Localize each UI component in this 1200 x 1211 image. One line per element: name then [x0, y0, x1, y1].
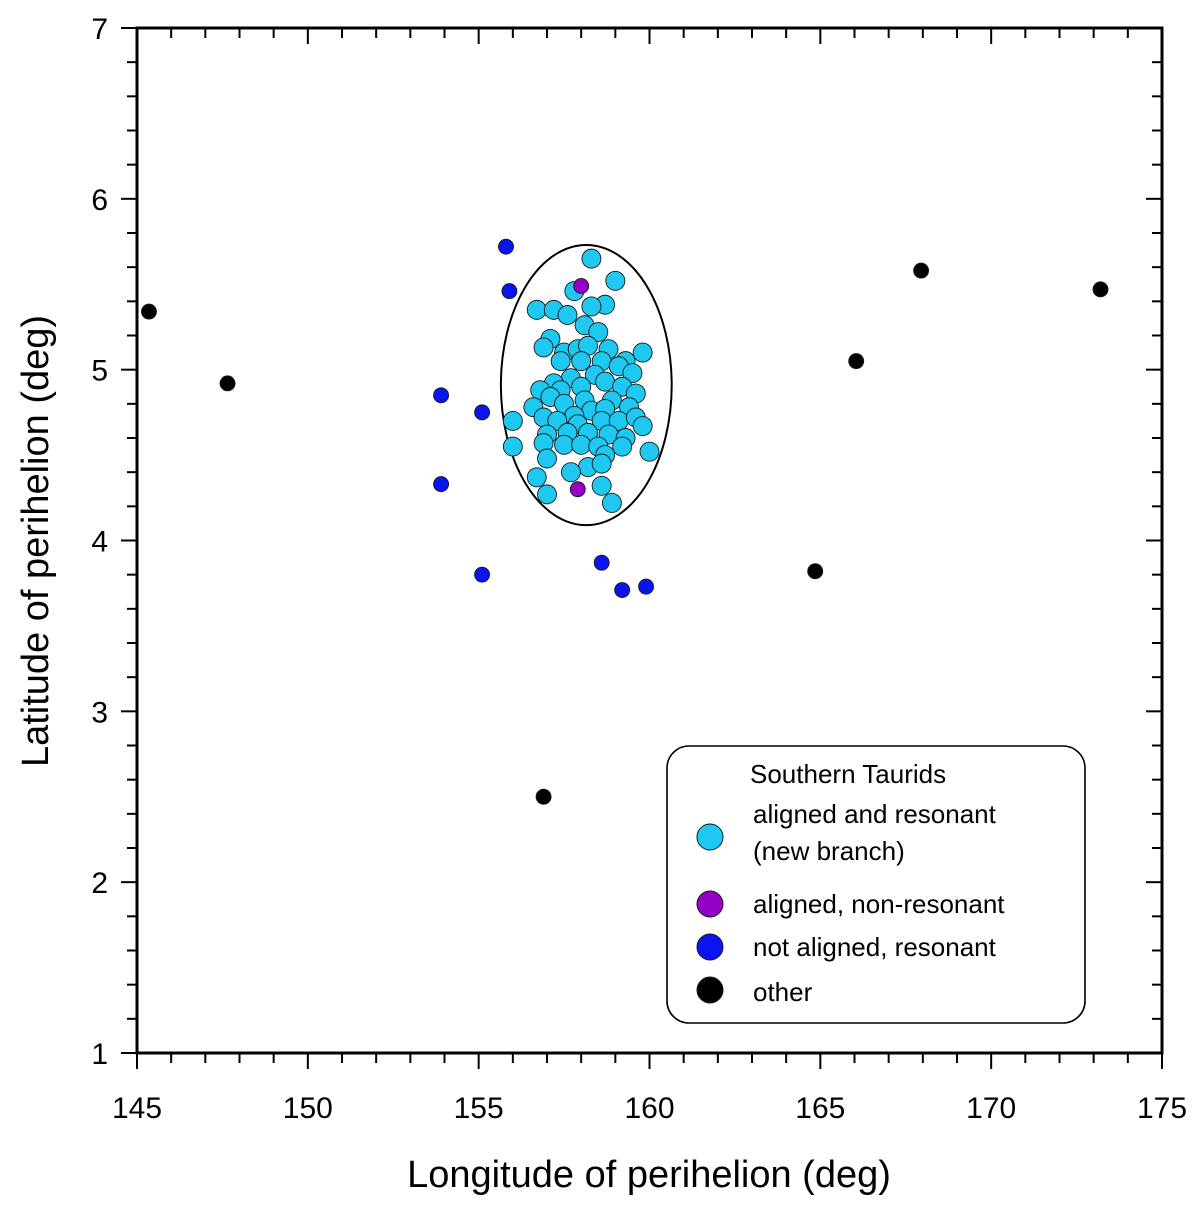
y-tick-label: 4	[91, 526, 108, 559]
cluster-ellipse	[499, 243, 673, 527]
x-tick-label: 155	[454, 1092, 504, 1125]
y-tick-label: 3	[91, 696, 108, 729]
legend-title: Southern Taurids	[750, 759, 946, 789]
x-tick-label: 170	[966, 1092, 1016, 1125]
data-point-series-0	[632, 416, 653, 436]
legend-label-series-0: aligned and resonant	[753, 799, 997, 829]
data-point-series-0	[632, 342, 653, 363]
data-point-series-0	[526, 467, 547, 488]
legend-label-series-2: not aligned, resonant	[753, 932, 997, 962]
data-point-series-2	[593, 554, 610, 571]
data-point-series-2	[614, 582, 631, 598]
data-point-series-0	[560, 462, 581, 483]
data-point-series-3	[535, 788, 552, 805]
data-point-series-0	[533, 337, 554, 358]
y-tick-label: 5	[91, 355, 108, 388]
data-point-series-3	[141, 303, 157, 320]
data-point-series-3	[848, 353, 865, 370]
data-point-series-0	[537, 448, 557, 469]
legend-marker-series-3	[696, 976, 724, 1004]
data-point-series-0	[537, 484, 557, 505]
data-point-series-0	[550, 351, 571, 372]
data-point-series-0	[502, 436, 523, 457]
data-point-series-2	[498, 238, 514, 255]
data-point-series-0	[581, 248, 602, 269]
data-point-series-0	[601, 492, 622, 513]
data-point-series-0	[605, 270, 626, 291]
x-tick-label: 165	[795, 1092, 845, 1125]
legend-label-series-0: (new branch)	[753, 836, 905, 866]
legend-marker-series-0	[696, 823, 724, 851]
data-point-series-0	[595, 371, 616, 392]
data-point-series-0	[591, 453, 612, 474]
data-point-series-2	[433, 387, 450, 404]
y-tick-label: 7	[91, 13, 108, 46]
legend-label-series-3: other	[753, 977, 813, 1007]
data-point-series-2	[433, 476, 450, 493]
y-tick-label: 1	[91, 1038, 108, 1071]
data-point-series-0	[557, 305, 578, 325]
x-tick-label: 160	[624, 1092, 674, 1125]
data-point-series-0	[526, 299, 547, 320]
data-point-series-0	[502, 410, 523, 431]
data-point-series-2	[501, 283, 518, 300]
legend-marker-series-1	[696, 890, 724, 918]
data-point-series-2	[638, 578, 655, 595]
data-point-series-0	[612, 436, 633, 457]
x-axis-title: Longitude of perihelion (deg)	[407, 1154, 891, 1196]
y-axis-title: Latitude of perihelion (deg)	[15, 315, 57, 767]
data-point-series-3	[219, 375, 236, 392]
x-tick-label: 150	[283, 1092, 333, 1125]
data-point-series-2	[474, 404, 491, 421]
data-point-series-3	[1092, 281, 1109, 298]
data-point-series-2	[474, 566, 491, 583]
data-point-series-3	[913, 262, 930, 279]
data-point-series-0	[554, 434, 575, 455]
data-point-series-0	[639, 441, 660, 462]
data-point-series-1	[569, 481, 586, 498]
data-point-series-3	[807, 563, 824, 580]
legend-label-series-1: aligned, non-resonant	[753, 889, 1005, 919]
y-tick-label: 2	[91, 867, 108, 900]
data-point-series-0	[591, 475, 612, 496]
legend-marker-series-2	[696, 933, 724, 961]
data-point-series-0	[571, 351, 592, 372]
data-point-series-0	[571, 434, 592, 455]
legend-box	[666, 745, 1086, 1024]
x-tick-label: 145	[112, 1092, 162, 1125]
data-point-series-1	[573, 278, 590, 294]
x-tick-label: 175	[1137, 1092, 1187, 1125]
data-point-series-0	[588, 322, 609, 343]
y-tick-label: 6	[91, 184, 108, 217]
data-point-series-0	[622, 363, 643, 384]
data-point-series-0	[581, 296, 602, 317]
legend: Southern Taurids aligned and resonant (ne…	[666, 745, 1086, 1024]
